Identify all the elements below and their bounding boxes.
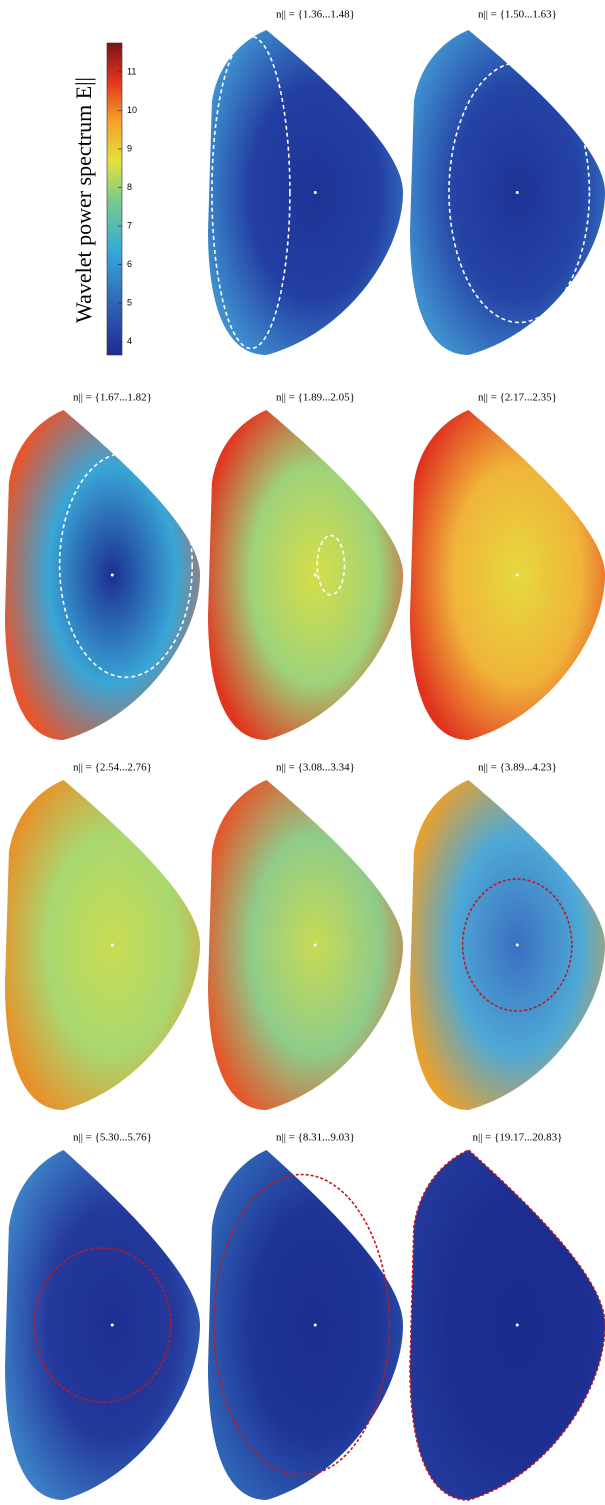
panel-title: n|| = {1.36...1.48} bbox=[276, 9, 355, 21]
axis-point bbox=[516, 944, 519, 947]
axis-point bbox=[111, 1324, 114, 1327]
panel bbox=[208, 410, 403, 740]
panel-title: n|| = {19.17...20.83} bbox=[473, 1132, 563, 1144]
panel-title: n|| = {3.89...4.23} bbox=[478, 762, 557, 774]
panel-title: n|| = {5.30...5.76} bbox=[73, 1132, 152, 1144]
panel-title: n|| = {2.54...2.76} bbox=[73, 762, 152, 774]
panel-title: n|| = {3.08...3.34} bbox=[276, 762, 355, 774]
panel bbox=[208, 30, 403, 355]
axis-point bbox=[111, 944, 114, 947]
colorbar-tick-label: 5 bbox=[127, 297, 132, 307]
panel-field bbox=[208, 410, 403, 740]
panel-title: n|| = {1.89...2.05} bbox=[276, 392, 355, 404]
panel bbox=[410, 410, 605, 740]
axis-point bbox=[111, 574, 114, 577]
axis-point bbox=[516, 1324, 519, 1327]
colorbar bbox=[107, 43, 122, 355]
colorbar-tick-label: 6 bbox=[127, 259, 132, 269]
colorbar-tick-label: 10 bbox=[127, 105, 137, 115]
panel bbox=[208, 780, 403, 1110]
figure: Wavelet power spectrum E|| 4 5 6 7 8 9 10 11 n||… bbox=[0, 0, 605, 1505]
panel-title: n|| = {1.67...1.82} bbox=[73, 392, 152, 404]
colorbar-label: Wavelet power spectrum E|| bbox=[71, 77, 96, 323]
colorbar-tick-label: 4 bbox=[127, 336, 132, 346]
panel-field bbox=[208, 780, 403, 1110]
colorbar-tick-label: 11 bbox=[127, 66, 136, 76]
panel bbox=[5, 1150, 200, 1500]
panel-field bbox=[410, 30, 605, 355]
panel-field bbox=[410, 1150, 605, 1500]
panel-title: n|| = {2.17...2.35} bbox=[478, 392, 557, 404]
panel bbox=[5, 410, 200, 740]
panel bbox=[410, 780, 605, 1110]
panel-title: n|| = {1.50...1.63} bbox=[478, 9, 557, 21]
axis-point bbox=[516, 574, 519, 577]
axis-point bbox=[314, 191, 317, 194]
axis-point bbox=[516, 191, 519, 194]
colorbar-tick-label: 7 bbox=[127, 220, 132, 230]
panel bbox=[410, 1150, 605, 1500]
axis-point bbox=[314, 1324, 317, 1327]
axis-point bbox=[314, 574, 317, 577]
panel bbox=[410, 30, 605, 355]
colorbar-tick-label: 8 bbox=[127, 182, 132, 192]
axis-point bbox=[314, 944, 317, 947]
panel-field bbox=[208, 30, 403, 355]
panel bbox=[208, 1150, 403, 1500]
colorbar-tick-label: 9 bbox=[127, 143, 132, 153]
panel-field bbox=[208, 1150, 403, 1500]
panel-title: n|| = {8.31...9.03} bbox=[276, 1132, 355, 1144]
panel-field bbox=[5, 780, 200, 1110]
panel-field bbox=[410, 780, 605, 1110]
panel bbox=[5, 780, 200, 1110]
panel-field bbox=[410, 410, 605, 740]
